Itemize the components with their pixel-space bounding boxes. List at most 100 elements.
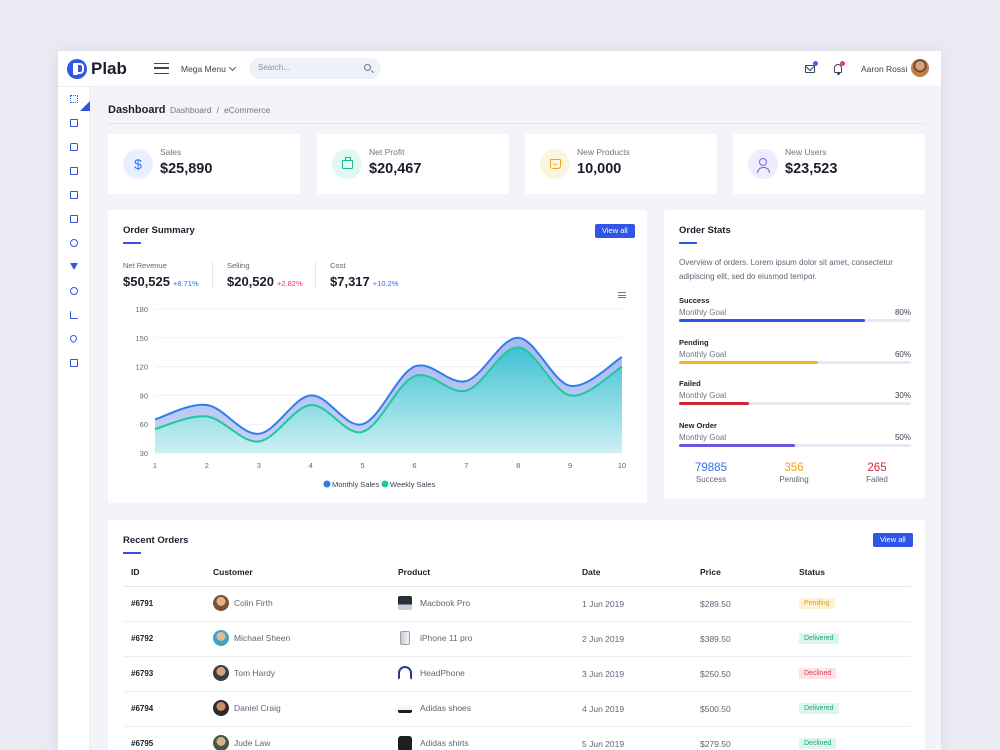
customer-name: Michael Sheen bbox=[234, 633, 291, 643]
sidebar-item-pages[interactable] bbox=[68, 357, 80, 369]
mail-icon[interactable] bbox=[805, 65, 815, 73]
column-header-customer: Customer bbox=[213, 567, 253, 577]
order-id: #6794 bbox=[131, 704, 154, 713]
sidebar-item-reports[interactable] bbox=[68, 309, 80, 321]
count-pending: 356 Pending bbox=[754, 462, 834, 484]
logo[interactable]: Plab bbox=[67, 59, 127, 79]
customer-avatar bbox=[213, 630, 229, 646]
calendar-icon bbox=[70, 215, 78, 223]
sidebar-item-calendar[interactable] bbox=[68, 213, 80, 225]
sidebar-item-tasks[interactable] bbox=[68, 165, 80, 177]
document-icon bbox=[70, 191, 78, 199]
stat-label: Sales bbox=[160, 147, 182, 157]
bell-icon[interactable] bbox=[834, 64, 842, 75]
kpi-selling: Selling $20,520 +2.82% bbox=[227, 261, 303, 289]
customer-avatar bbox=[213, 665, 229, 681]
sidebar-item-search[interactable] bbox=[68, 237, 80, 249]
weekly-sales-line bbox=[154, 346, 623, 443]
kpi-value: $20,520 bbox=[227, 274, 274, 289]
order-id: #6793 bbox=[131, 669, 154, 678]
count-failed: 265 Failed bbox=[837, 462, 917, 484]
mega-menu-dropdown[interactable]: Mega Menu bbox=[181, 63, 236, 74]
table-row[interactable]: #6792 Michael Sheen iPhone 11 pro 2 Jun … bbox=[123, 622, 911, 657]
progress-track bbox=[679, 361, 911, 364]
order-price: $279.50 bbox=[700, 739, 731, 749]
x-tick-label: 7 bbox=[464, 461, 468, 470]
breadcrumb-item-dashboard[interactable]: Dashboard bbox=[170, 105, 212, 115]
column-header-price: Price bbox=[700, 567, 721, 577]
order-date: 1 Jun 2019 bbox=[582, 599, 625, 609]
progress-track bbox=[679, 319, 911, 322]
shoe-icon bbox=[398, 705, 412, 713]
file-icon bbox=[70, 359, 78, 367]
hamburger-menu-icon[interactable] bbox=[154, 63, 169, 74]
search-input[interactable] bbox=[258, 63, 358, 72]
kpi-delta: +8.71% bbox=[173, 279, 199, 288]
breadcrumb: Dashboard / eCommerce bbox=[170, 105, 270, 115]
filter-icon bbox=[70, 263, 78, 270]
column-header-id: ID bbox=[131, 567, 140, 577]
order-price: $289.50 bbox=[700, 599, 731, 609]
chart-menu-icon[interactable] bbox=[618, 292, 626, 298]
table-row[interactable]: #6791 Colin Firth Macbook Pro 1 Jun 2019… bbox=[123, 587, 911, 622]
stat-label: New Products bbox=[577, 147, 630, 157]
sidebar-item-documents[interactable] bbox=[68, 189, 80, 201]
y-tick-label: 180 bbox=[135, 305, 148, 314]
order-stat-name: Success bbox=[679, 296, 710, 305]
goal-percent: 60% bbox=[894, 350, 911, 359]
product-name: HeadPhone bbox=[420, 668, 465, 678]
legend-marker bbox=[323, 480, 331, 488]
order-stat-name: Pending bbox=[679, 338, 709, 347]
user-name[interactable]: Aaron Rossi bbox=[861, 64, 908, 74]
stat-value: $25,890 bbox=[160, 161, 213, 177]
table-row[interactable]: #6795 Jude Law Adidas shirts 5 Jun 2019 … bbox=[123, 727, 911, 750]
x-tick-label: 4 bbox=[309, 461, 313, 470]
kpi-label: Selling bbox=[227, 261, 250, 270]
sidebar-item-filter[interactable] bbox=[68, 261, 80, 273]
x-tick-label: 5 bbox=[360, 461, 364, 470]
sidebar-item-user[interactable] bbox=[68, 285, 80, 297]
title-underline bbox=[123, 552, 141, 554]
table-row[interactable]: #6794 Daniel Craig Adidas shoes 4 Jun 20… bbox=[123, 692, 911, 727]
order-stat-name: New Order bbox=[679, 421, 717, 430]
progress-fill bbox=[679, 402, 749, 405]
product-name: Adidas shirts bbox=[420, 738, 469, 748]
goal-label: Monthly Goal bbox=[679, 433, 727, 442]
legend-label: Weekly Sales bbox=[390, 480, 436, 489]
count-label: Pending bbox=[779, 475, 809, 484]
table-header-divider bbox=[123, 586, 911, 587]
view-all-button[interactable]: View all bbox=[595, 224, 635, 238]
view-all-button[interactable]: View all bbox=[873, 533, 913, 547]
laptop-icon bbox=[398, 596, 412, 610]
y-tick-label: 30 bbox=[140, 449, 148, 458]
order-stat-success: Success Monthly Goal 80% bbox=[679, 296, 911, 322]
order-date: 4 Jun 2019 bbox=[582, 704, 625, 714]
kpi-cost: Cost $7,317 +10.2% bbox=[330, 261, 398, 289]
kpi-net-revenue: Net Revenue $50,525 +8.71% bbox=[123, 261, 199, 289]
x-tick-label: 6 bbox=[412, 461, 416, 470]
kpi-delta: +2.82% bbox=[277, 279, 303, 288]
search-icon[interactable] bbox=[364, 64, 371, 71]
mega-menu-label: Mega Menu bbox=[181, 64, 226, 74]
logo-icon bbox=[67, 59, 87, 79]
stat-value: $20,467 bbox=[369, 161, 422, 177]
stat-label: New Users bbox=[785, 147, 827, 157]
order-stat-new-order: New Order Monthly Goal 50% bbox=[679, 421, 911, 447]
sidebar-item-dashboard[interactable] bbox=[68, 93, 80, 105]
sidebar-item-inbox[interactable] bbox=[68, 117, 80, 129]
stat-value: 10,000 bbox=[577, 161, 622, 177]
customer-avatar bbox=[213, 700, 229, 716]
app-window: Plab Mega Menu Aaron Rossi Das bbox=[58, 51, 941, 750]
table-row[interactable]: #6793 Tom Hardy HeadPhone 3 Jun 2019 $25… bbox=[123, 657, 911, 692]
bell-notification-dot bbox=[840, 61, 845, 66]
order-date: 2 Jun 2019 bbox=[582, 634, 625, 644]
grid-icon bbox=[70, 95, 78, 103]
stat-card-sales: $ Sales $25,890 bbox=[108, 134, 300, 194]
user-avatar[interactable] bbox=[911, 59, 929, 77]
product-name: iPhone 11 pro bbox=[420, 633, 473, 643]
sidebar-item-chat[interactable] bbox=[68, 141, 80, 153]
stat-card-new-users: New Users $23,523 bbox=[733, 134, 925, 194]
recent-orders-card: Recent Orders View all ID Customer Produ… bbox=[108, 520, 925, 750]
sidebar-item-favorites[interactable] bbox=[68, 333, 80, 345]
y-tick-label: 90 bbox=[140, 391, 148, 400]
